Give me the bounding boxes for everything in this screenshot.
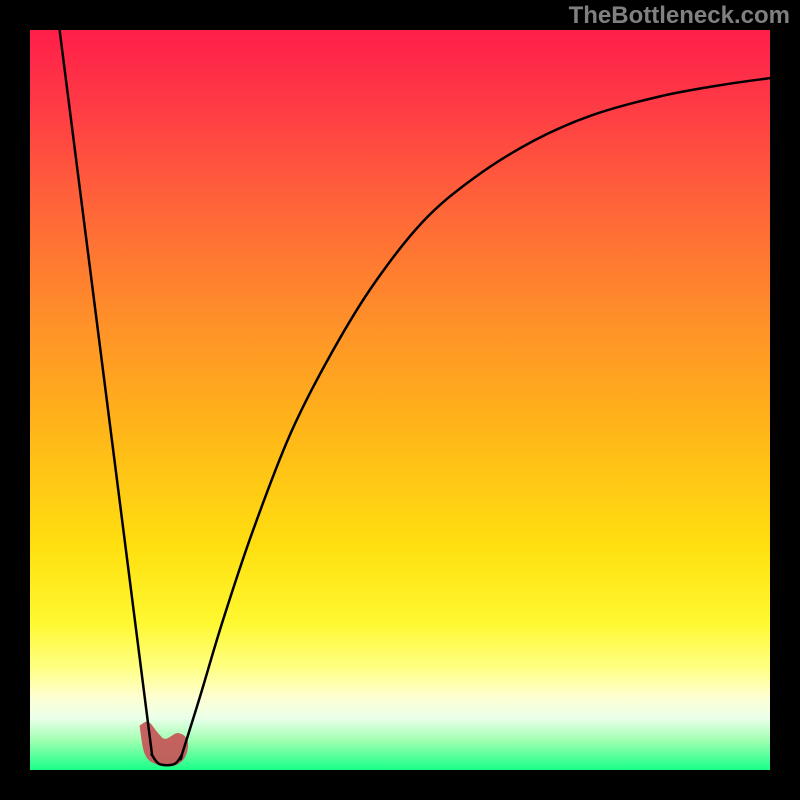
watermark-text: TheBottleneck.com (569, 2, 790, 30)
chart-svg (0, 0, 800, 800)
chart-container: TheBottleneck.com (0, 0, 800, 800)
